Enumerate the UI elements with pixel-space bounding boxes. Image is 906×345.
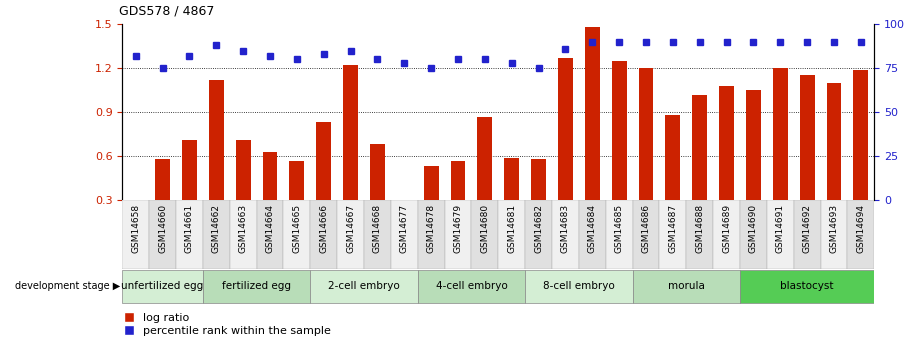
Bar [585, 27, 600, 200]
Text: GSM14677: GSM14677 [400, 204, 409, 253]
FancyBboxPatch shape [713, 200, 740, 269]
Bar [370, 144, 385, 200]
Text: GSM14665: GSM14665 [293, 204, 302, 253]
Bar [155, 159, 170, 200]
Text: GSM14691: GSM14691 [776, 204, 785, 253]
Bar [800, 76, 814, 200]
Text: development stage ▶: development stage ▶ [14, 282, 120, 291]
Bar [692, 95, 707, 200]
Text: blastocyst: blastocyst [780, 282, 834, 291]
Text: 8-cell embryo: 8-cell embryo [543, 282, 615, 291]
FancyBboxPatch shape [122, 200, 149, 269]
Text: 2-cell embryo: 2-cell embryo [328, 282, 400, 291]
Text: GSM14682: GSM14682 [534, 204, 543, 253]
Bar [639, 68, 653, 200]
FancyBboxPatch shape [310, 270, 418, 303]
FancyBboxPatch shape [525, 270, 632, 303]
Bar [236, 140, 251, 200]
Bar [343, 65, 358, 200]
FancyBboxPatch shape [364, 200, 390, 269]
Text: GSM14681: GSM14681 [507, 204, 516, 253]
FancyBboxPatch shape [203, 270, 310, 303]
FancyBboxPatch shape [606, 200, 632, 269]
Bar [531, 159, 546, 200]
Text: GSM14666: GSM14666 [319, 204, 328, 253]
Text: GSM14693: GSM14693 [830, 204, 839, 253]
FancyBboxPatch shape [256, 200, 284, 269]
Text: GSM14689: GSM14689 [722, 204, 731, 253]
Text: GSM14687: GSM14687 [669, 204, 678, 253]
Bar [424, 166, 439, 200]
Text: GSM14688: GSM14688 [695, 204, 704, 253]
Text: GSM14664: GSM14664 [265, 204, 275, 253]
FancyBboxPatch shape [579, 200, 606, 269]
Text: GSM14694: GSM14694 [856, 204, 865, 253]
Text: GSM14667: GSM14667 [346, 204, 355, 253]
Text: GSM14686: GSM14686 [641, 204, 651, 253]
Bar [263, 152, 277, 200]
FancyBboxPatch shape [418, 200, 445, 269]
Bar [746, 90, 761, 200]
Bar [719, 86, 734, 200]
Text: GSM14668: GSM14668 [373, 204, 382, 253]
Text: GSM14663: GSM14663 [238, 204, 247, 253]
FancyBboxPatch shape [740, 270, 874, 303]
FancyBboxPatch shape [337, 200, 364, 269]
Text: GSM14662: GSM14662 [212, 204, 221, 253]
Legend: log ratio, percentile rank within the sample: log ratio, percentile rank within the sa… [123, 313, 332, 336]
FancyBboxPatch shape [847, 200, 874, 269]
Bar [666, 115, 680, 200]
FancyBboxPatch shape [203, 200, 230, 269]
Text: GSM14679: GSM14679 [454, 204, 463, 253]
FancyBboxPatch shape [122, 270, 203, 303]
Text: 4-cell embryo: 4-cell embryo [436, 282, 507, 291]
Bar [505, 158, 519, 200]
Text: GSM14661: GSM14661 [185, 204, 194, 253]
Text: GSM14692: GSM14692 [803, 204, 812, 253]
Text: morula: morula [668, 282, 705, 291]
Bar [558, 58, 573, 200]
Bar [316, 122, 331, 200]
Text: GDS578 / 4867: GDS578 / 4867 [119, 4, 214, 17]
FancyBboxPatch shape [766, 200, 794, 269]
FancyBboxPatch shape [498, 200, 525, 269]
Text: GSM14658: GSM14658 [131, 204, 140, 253]
FancyBboxPatch shape [687, 200, 713, 269]
Bar [612, 61, 627, 200]
Text: GSM14690: GSM14690 [749, 204, 758, 253]
Text: GSM14685: GSM14685 [614, 204, 623, 253]
Bar [290, 160, 304, 200]
Text: fertilized egg: fertilized egg [222, 282, 291, 291]
Text: GSM14684: GSM14684 [588, 204, 597, 253]
Text: GSM14660: GSM14660 [158, 204, 167, 253]
Text: GSM14680: GSM14680 [480, 204, 489, 253]
FancyBboxPatch shape [552, 200, 579, 269]
Text: unfertilized egg: unfertilized egg [121, 282, 204, 291]
Text: GSM14683: GSM14683 [561, 204, 570, 253]
FancyBboxPatch shape [632, 200, 660, 269]
FancyBboxPatch shape [284, 200, 310, 269]
FancyBboxPatch shape [310, 200, 337, 269]
Bar [826, 83, 842, 200]
FancyBboxPatch shape [660, 200, 687, 269]
FancyBboxPatch shape [471, 200, 498, 269]
Bar [853, 70, 868, 200]
FancyBboxPatch shape [740, 200, 766, 269]
Bar [182, 140, 197, 200]
FancyBboxPatch shape [390, 200, 418, 269]
FancyBboxPatch shape [525, 200, 552, 269]
Text: GSM14678: GSM14678 [427, 204, 436, 253]
Bar [477, 117, 492, 200]
Bar [773, 68, 787, 200]
Bar [450, 160, 466, 200]
FancyBboxPatch shape [230, 200, 256, 269]
FancyBboxPatch shape [632, 270, 740, 303]
FancyBboxPatch shape [418, 270, 525, 303]
FancyBboxPatch shape [176, 200, 203, 269]
FancyBboxPatch shape [149, 200, 176, 269]
FancyBboxPatch shape [821, 200, 847, 269]
Bar [209, 80, 224, 200]
FancyBboxPatch shape [794, 200, 821, 269]
FancyBboxPatch shape [445, 200, 471, 269]
